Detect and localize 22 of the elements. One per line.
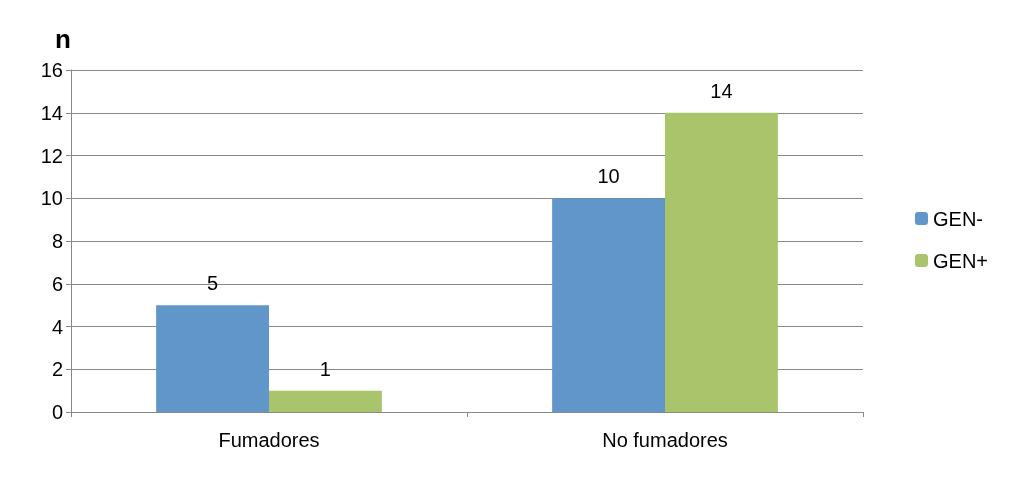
y-tick-label: 12	[40, 144, 63, 167]
data-label: 1	[319, 357, 331, 380]
legend-label: GEN+	[932, 249, 989, 272]
y-tick-label: 2	[51, 358, 63, 381]
bar	[269, 390, 382, 412]
y-tick-label: 14	[40, 101, 63, 124]
x-tick-label: Fumadores	[218, 429, 320, 451]
y-tick-label: 0	[51, 401, 63, 423]
bar	[156, 305, 269, 412]
y-tick-label: 16	[40, 59, 63, 81]
y-tick-label: 4	[51, 315, 63, 338]
legend-label: GEN-	[932, 207, 983, 230]
data-label: 10	[597, 165, 620, 188]
bar	[552, 198, 665, 412]
y-tick-label: 6	[51, 272, 63, 295]
x-tick-label: No fumadores	[602, 429, 728, 451]
y-tick-label: 8	[51, 230, 63, 252]
data-label: 14	[710, 79, 733, 102]
y-axis-title: n	[55, 24, 71, 54]
data-label: 5	[207, 272, 219, 295]
bar	[665, 112, 778, 412]
y-tick-label: 10	[40, 187, 63, 210]
